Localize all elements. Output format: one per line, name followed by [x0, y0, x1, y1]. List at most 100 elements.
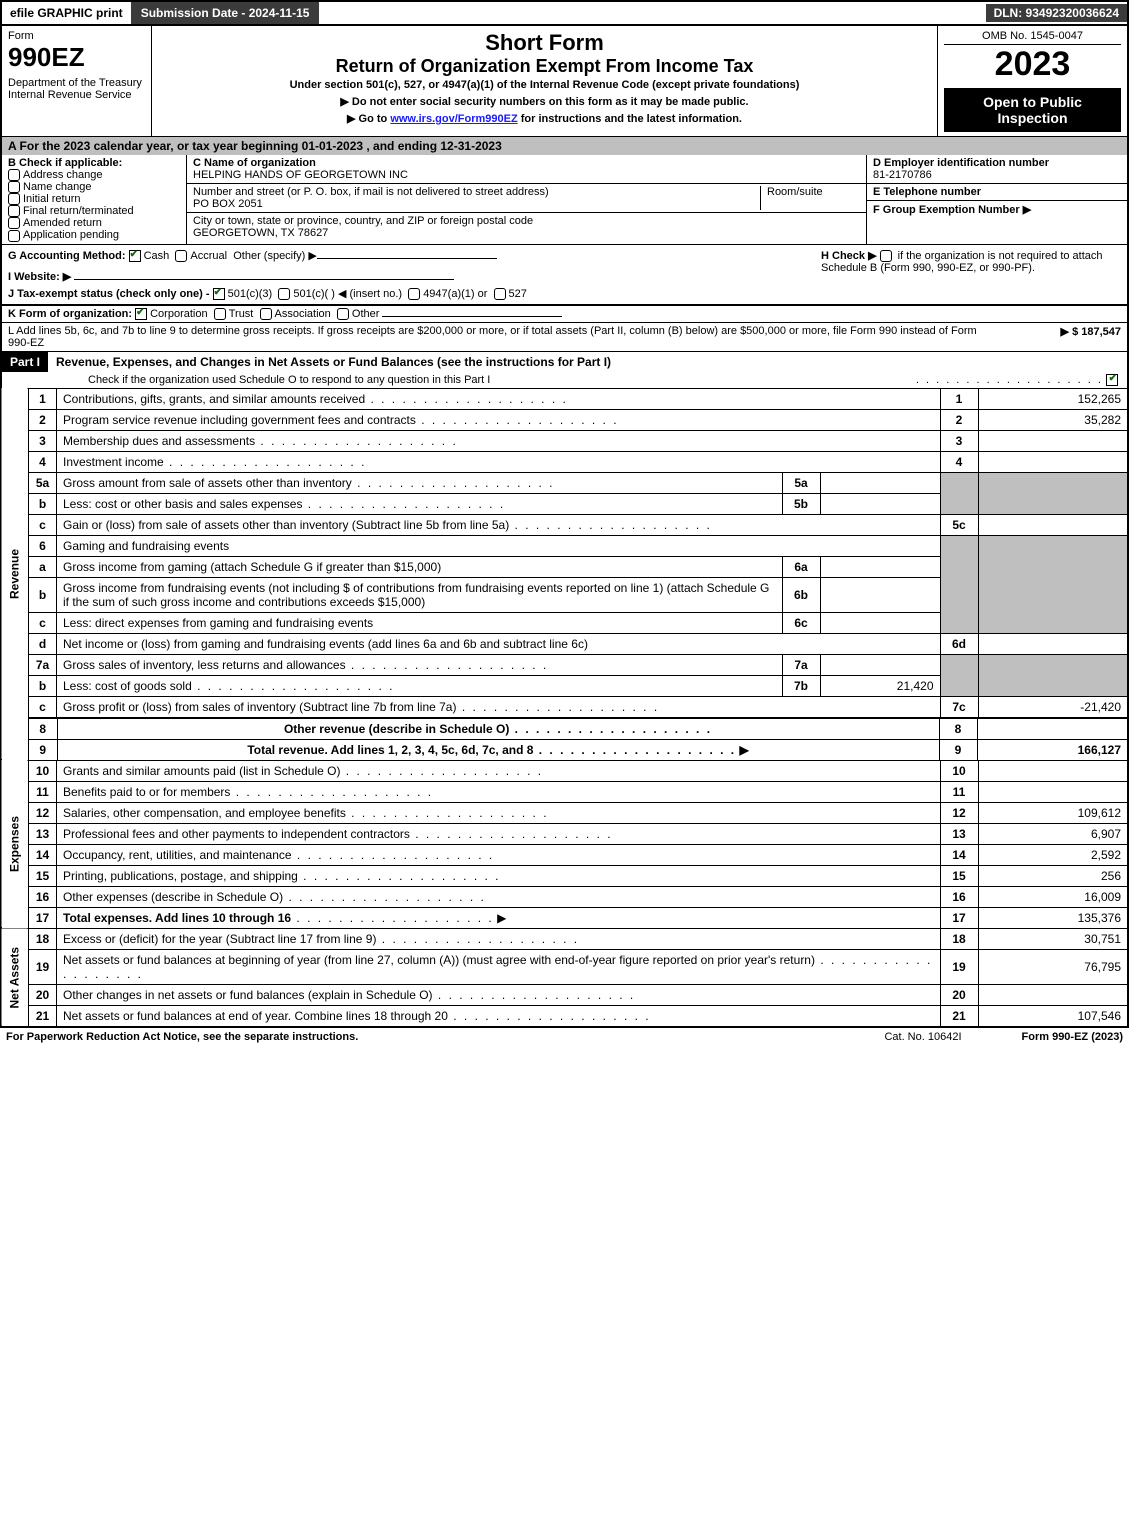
dots-icon [292, 848, 495, 862]
grey-5 [940, 472, 978, 514]
r19-num: 19 [29, 949, 57, 984]
k-other-line [382, 316, 562, 317]
r6b-desc: Gross income from fundraising events (no… [57, 577, 783, 612]
irs-link[interactable]: www.irs.gov/Form990EZ [390, 113, 517, 125]
dots-icon [346, 806, 549, 820]
instruction-link-row: ▶ Go to www.irs.gov/Form990EZ for instru… [158, 112, 931, 125]
r15-num: 15 [29, 865, 57, 886]
r7c-num: c [29, 696, 57, 717]
c-city-label: City or town, state or province, country… [193, 215, 860, 227]
d-row: D Employer identification number 81-2170… [867, 155, 1127, 184]
r4-desc: Investment income [63, 455, 164, 469]
h-section: H Check ▶ if the organization is not req… [821, 249, 1121, 300]
b-opt-pending-label: Application pending [23, 229, 119, 241]
d-label: D Employer identification number [873, 157, 1121, 169]
dots-icon [433, 988, 636, 1002]
grey-6 [940, 535, 978, 633]
r21-line: 21 [940, 1005, 978, 1027]
grey-5b [978, 472, 1128, 514]
r13-line: 13 [940, 823, 978, 844]
r6c-num: c [29, 612, 57, 633]
r12-amt: 109,612 [978, 802, 1128, 823]
r6c-sv [820, 612, 940, 633]
r7c-amt: -21,420 [978, 696, 1128, 717]
r5a-sub: 5a [782, 472, 820, 493]
k-row: K Form of organization: Corporation Trus… [0, 305, 1129, 322]
r9-amt: 166,127 [977, 739, 1127, 760]
k-label: K Form of organization: [8, 308, 132, 320]
k-assoc-check [260, 308, 272, 320]
dots-icon [298, 869, 501, 883]
b-opt-pending: Application pending [8, 229, 180, 241]
row-4: 4 Investment income 4 [1, 451, 1128, 472]
r16-line: 16 [940, 886, 978, 907]
row-5a: 5a Gross amount from sale of assets othe… [1, 472, 1128, 493]
j-o3: 4947(a)(1) or [423, 288, 487, 300]
r2-amt: 35,282 [978, 409, 1128, 430]
r10-amt [978, 760, 1128, 781]
r20-num: 20 [29, 984, 57, 1005]
r7a-num: 7a [29, 654, 57, 675]
grey-7 [940, 654, 978, 696]
g-accrual-check [175, 250, 187, 262]
r5c-desc: Gain or (loss) from sale of assets other… [63, 518, 509, 532]
r7c-line: 7c [940, 696, 978, 717]
dots-icon [164, 455, 367, 469]
c-name-row: C Name of organization HELPING HANDS OF … [187, 155, 866, 184]
title-short-form: Short Form [158, 30, 931, 56]
c-street-row: Number and street (or P. O. box, if mail… [187, 184, 866, 213]
part1-check-text: Check if the organization used Schedule … [8, 374, 490, 386]
r21-num: 21 [29, 1005, 57, 1027]
row-6d: d Net income or (loss) from gaming and f… [1, 633, 1128, 654]
h-check [880, 250, 892, 262]
k-o1: Corporation [150, 308, 207, 320]
r12-num: 12 [29, 802, 57, 823]
main-table: Revenue 1 Contributions, gifts, grants, … [0, 388, 1129, 1028]
r8-line: 8 [939, 718, 977, 739]
r15-amt: 256 [978, 865, 1128, 886]
r9-line: 9 [939, 739, 977, 760]
row-21: 21 Net assets or fund balances at end of… [1, 1005, 1128, 1027]
l-value: ▶ $ 187,547 [1001, 325, 1121, 349]
tax-year: 2023 [944, 45, 1121, 84]
row-14: 14 Occupancy, rent, utilities, and maint… [1, 844, 1128, 865]
website-line [74, 279, 454, 280]
r2-line: 2 [940, 409, 978, 430]
instruction-ssn: ▶ Do not enter social security numbers o… [158, 95, 931, 108]
r6d-num: d [29, 633, 57, 654]
grey-7b [978, 654, 1128, 696]
side-expenses: Expenses [1, 760, 29, 928]
r5a-num: 5a [29, 472, 57, 493]
dots-icon [376, 932, 579, 946]
r6b-sv [820, 577, 940, 612]
r6a-sv [820, 556, 940, 577]
r2-desc: Program service revenue including govern… [63, 413, 416, 427]
r3-num: 3 [29, 430, 57, 451]
row-8-9: 8 Other revenue (describe in Schedule O)… [1, 717, 1128, 760]
k-o3: Association [275, 308, 331, 320]
r14-num: 14 [29, 844, 57, 865]
k-trust-check [214, 308, 226, 320]
r20-desc: Other changes in net assets or fund bala… [63, 988, 433, 1002]
r6a-desc: Gross income from gaming (attach Schedul… [57, 556, 783, 577]
dots-icon [448, 1009, 651, 1023]
row-3: 3 Membership dues and assessments 3 [1, 430, 1128, 451]
k-corp-check [135, 308, 147, 320]
footer: For Paperwork Reduction Act Notice, see … [0, 1028, 1129, 1046]
dots-icon [352, 476, 555, 490]
r13-num: 13 [29, 823, 57, 844]
j-o4: 527 [509, 288, 527, 300]
e-label: E Telephone number [867, 184, 1127, 201]
r5c-amt [978, 514, 1128, 535]
subtitle: Under section 501(c), 527, or 4947(a)(1)… [158, 79, 931, 91]
row-2: 2 Program service revenue including gove… [1, 409, 1128, 430]
r7b-num: b [29, 675, 57, 696]
r1-line: 1 [940, 388, 978, 409]
g-cash: Cash [144, 250, 170, 262]
part1-header: Part I Revenue, Expenses, and Changes in… [0, 351, 1129, 372]
title-return: Return of Organization Exempt From Incom… [158, 56, 931, 77]
r20-amt [978, 984, 1128, 1005]
row-11: 11 Benefits paid to or for members 11 [1, 781, 1128, 802]
footer-right: Form 990-EZ (2023) [1022, 1031, 1123, 1043]
row-6: 6 Gaming and fundraising events [1, 535, 1128, 556]
